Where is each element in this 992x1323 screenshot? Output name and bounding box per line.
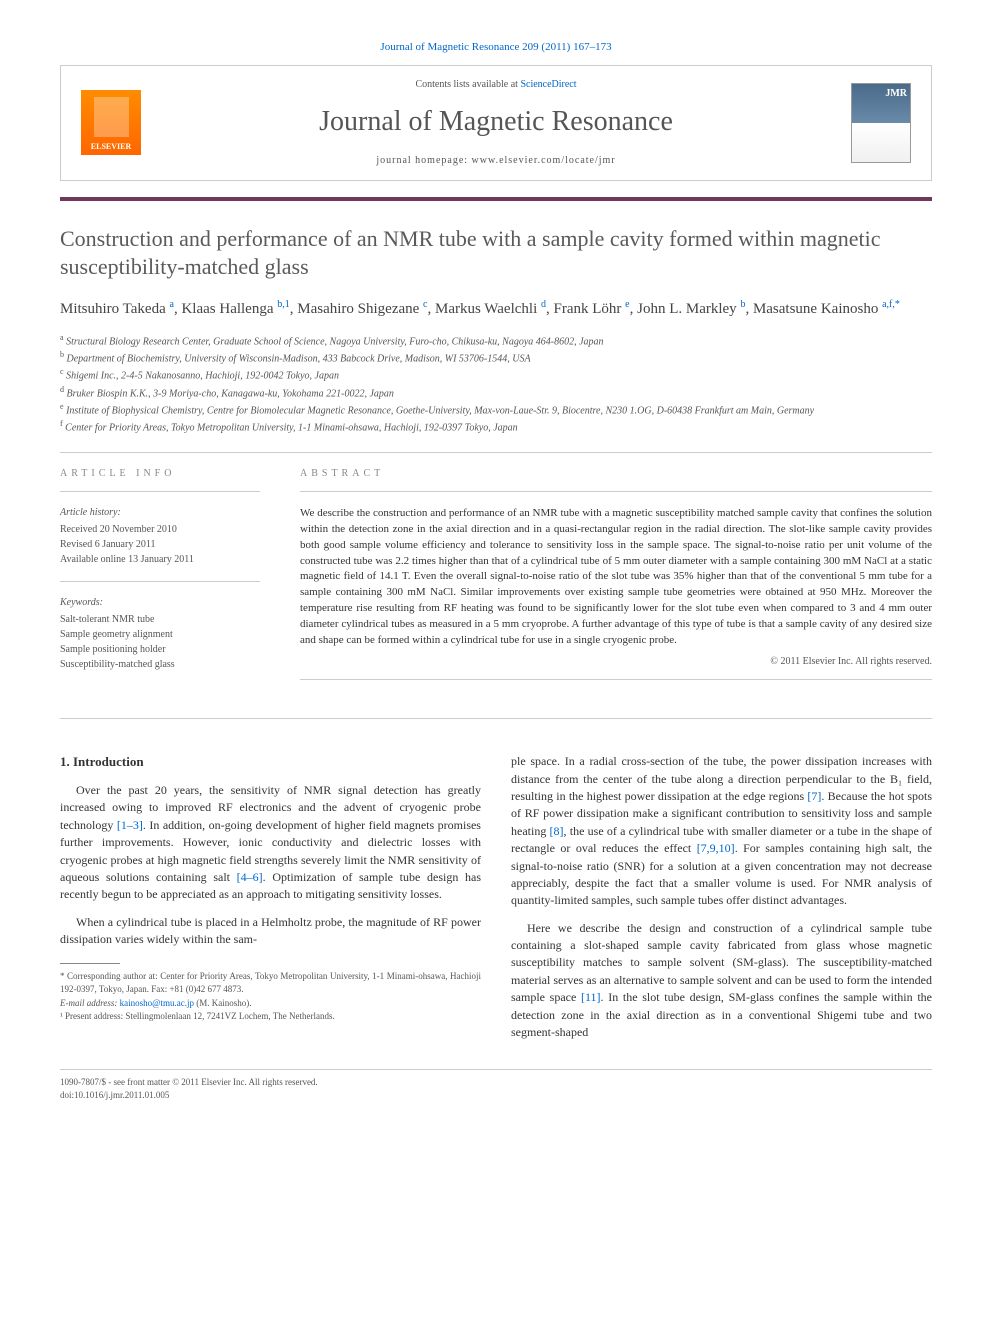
history-online: Available online 13 January 2011 xyxy=(60,552,260,567)
homepage-url[interactable]: www.elsevier.com/locate/jmr xyxy=(472,155,616,166)
affiliation-line: f Center for Priority Areas, Tokyo Metro… xyxy=(60,418,932,435)
sciencedirect-link[interactable]: ScienceDirect xyxy=(520,79,576,90)
email-suffix: (M. Kainosho). xyxy=(194,998,252,1008)
abstract-copyright: © 2011 Elsevier Inc. All rights reserved… xyxy=(300,655,932,669)
citation-link[interactable]: [1–3] xyxy=(117,818,143,832)
keyword: Susceptibility-matched glass xyxy=(60,657,260,672)
affiliations: a Structural Biology Research Center, Gr… xyxy=(60,332,932,436)
doi-line: doi:10.1016/j.jmr.2011.01.005 xyxy=(60,1089,932,1102)
citation-link[interactable]: [4–6] xyxy=(237,870,263,884)
email-link[interactable]: kainosho@tmu.ac.jp xyxy=(120,998,194,1008)
header-center: Contents lists available at ScienceDirec… xyxy=(141,78,851,167)
keyword: Sample geometry alignment xyxy=(60,627,260,642)
elsevier-logo: ELSEVIER xyxy=(81,90,141,155)
body-content: 1. Introduction Over the past 20 years, … xyxy=(60,753,932,1051)
affiliation-line: a Structural Biology Research Center, Gr… xyxy=(60,332,932,349)
history-received: Received 20 November 2010 xyxy=(60,522,260,537)
affiliation-line: b Department of Biochemistry, University… xyxy=(60,349,932,366)
citation-line: Journal of Magnetic Resonance 209 (2011)… xyxy=(60,40,932,55)
keywords-label: Keywords: xyxy=(60,596,260,610)
abstract-column: ABSTRACT We describe the construction an… xyxy=(300,467,932,694)
article-title: Construction and performance of an NMR t… xyxy=(60,225,932,282)
footnote-rule xyxy=(60,963,120,964)
footnotes: * Corresponding author at: Center for Pr… xyxy=(60,970,481,1024)
info-rule xyxy=(60,491,260,492)
present-address-note: ¹ Present address: Stellingmolenlaan 12,… xyxy=(60,1010,481,1024)
body-paragraph: ple space. In a radial cross-section of … xyxy=(511,753,932,910)
elsevier-logo-label: ELSEVIER xyxy=(91,141,131,152)
citation-link[interactable]: [7] xyxy=(807,789,821,803)
corresponding-author-note: * Corresponding author at: Center for Pr… xyxy=(60,970,481,997)
footer-rule xyxy=(60,1069,932,1070)
body-paragraph: When a cylindrical tube is placed in a H… xyxy=(60,914,481,949)
article-info-column: ARTICLE INFO Article history: Received 2… xyxy=(60,467,260,694)
keyword: Sample positioning holder xyxy=(60,642,260,657)
abstract-text: We describe the construction and perform… xyxy=(300,506,932,649)
citation-link[interactable]: [8] xyxy=(550,824,564,838)
title-rule xyxy=(60,197,932,201)
citation-link[interactable]: [7,9,10] xyxy=(697,841,735,855)
cover-label: JMR xyxy=(885,87,907,101)
keyword: Salt-tolerant NMR tube xyxy=(60,612,260,627)
homepage-line: journal homepage: www.elsevier.com/locat… xyxy=(141,154,851,168)
abstract-label: ABSTRACT xyxy=(300,467,932,481)
body-paragraph: Here we describe the design and construc… xyxy=(511,920,932,1042)
header-box: ELSEVIER Contents lists available at Sci… xyxy=(60,65,932,180)
contents-prefix: Contents lists available at xyxy=(415,79,520,90)
history-revised: Revised 6 January 2011 xyxy=(60,537,260,552)
email-label: E-mail address: xyxy=(60,998,120,1008)
email-line: E-mail address: kainosho@tmu.ac.jp (M. K… xyxy=(60,997,481,1011)
homepage-prefix: journal homepage: xyxy=(376,155,471,166)
section-heading-introduction: 1. Introduction xyxy=(60,753,481,772)
abstract-rule-bottom xyxy=(300,679,932,680)
front-matter-line: 1090-7807/$ - see front matter © 2011 El… xyxy=(60,1076,932,1089)
contents-line: Contents lists available at ScienceDirec… xyxy=(141,78,851,92)
abstract-rule xyxy=(300,491,932,492)
journal-title: Journal of Magnetic Resonance xyxy=(141,102,851,141)
affiliation-line: e Institute of Biophysical Chemistry, Ce… xyxy=(60,401,932,418)
section-rule-top xyxy=(60,452,932,453)
affiliation-line: d Bruker Biospin K.K., 3-9 Moriya-cho, K… xyxy=(60,384,932,401)
article-info-label: ARTICLE INFO xyxy=(60,467,260,481)
body-text: When a cylindrical tube is placed in a H… xyxy=(60,915,481,946)
body-paragraph: Over the past 20 years, the sensitivity … xyxy=(60,782,481,904)
section-rule-bottom xyxy=(60,718,932,719)
info-rule xyxy=(60,581,260,582)
journal-cover-thumbnail: JMR xyxy=(851,83,911,163)
history-label: Article history: xyxy=(60,506,260,520)
affiliation-line: c Shigemi Inc., 2-4-5 Nakanosanno, Hachi… xyxy=(60,366,932,383)
author-list: Mitsuhiro Takeda a, Klaas Hallenga b,1, … xyxy=(60,298,932,320)
citation-link[interactable]: [11] xyxy=(581,990,601,1004)
